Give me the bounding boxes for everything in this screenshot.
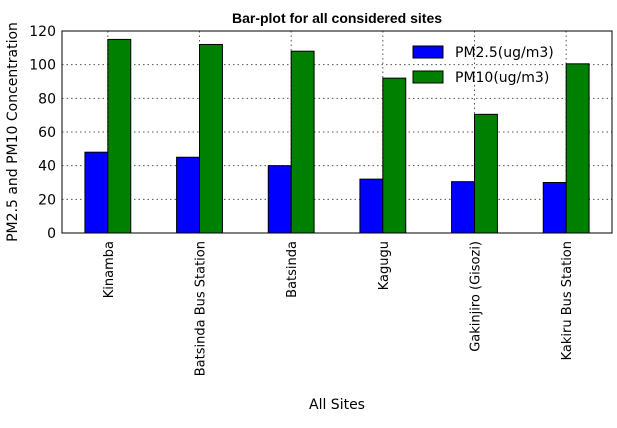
y-tick-label: 20 (38, 192, 56, 208)
x-tick-label: Gakinjiro (Gisozi) (469, 241, 484, 352)
legend-swatch (412, 45, 444, 59)
y-tick-label: 60 (38, 125, 56, 141)
x-tick-label: Kakiru Bus Station (560, 241, 575, 360)
bar-pm25 (267, 165, 292, 234)
legend: PM2.5(ug/m3) PM10(ug/m3) (412, 45, 554, 86)
y-tick-label: 40 (38, 159, 56, 175)
x-tick-label: Batsinda (285, 241, 300, 298)
bar-pm25 (542, 182, 567, 234)
bar-pm10 (565, 63, 590, 234)
bar-pm10 (199, 43, 223, 234)
legend-label: PM10(ug/m3) (455, 70, 549, 86)
bar-pm25 (359, 178, 384, 234)
bar-pm10 (107, 38, 132, 234)
legend-label: PM2.5(ug/m3) (455, 45, 554, 61)
chart-title: Bar-plot for all considered sites (232, 10, 442, 26)
bar-pm25 (84, 151, 109, 234)
x-tick-label: Kagugu (377, 241, 392, 290)
legend-swatch (412, 70, 444, 84)
y-tick-label: 0 (47, 226, 56, 242)
y-tick-label: 120 (29, 24, 56, 40)
y-tick-label: 80 (38, 91, 56, 107)
bar-pm25 (176, 156, 200, 234)
bar-pm25 (451, 181, 476, 234)
y-tick-label: 100 (29, 58, 56, 74)
x-tick-label: Kinamba (102, 241, 117, 298)
x-tick-label: Batsinda Bus Station (194, 241, 209, 376)
y-axis-label: PM2.5 and PM10 Concentration (5, 22, 21, 242)
bar-pm10 (474, 113, 498, 234)
bar-pm10 (382, 77, 407, 234)
bar-pm10 (290, 50, 315, 234)
x-axis-label: All Sites (309, 397, 365, 413)
plot-frame (61, 30, 613, 234)
